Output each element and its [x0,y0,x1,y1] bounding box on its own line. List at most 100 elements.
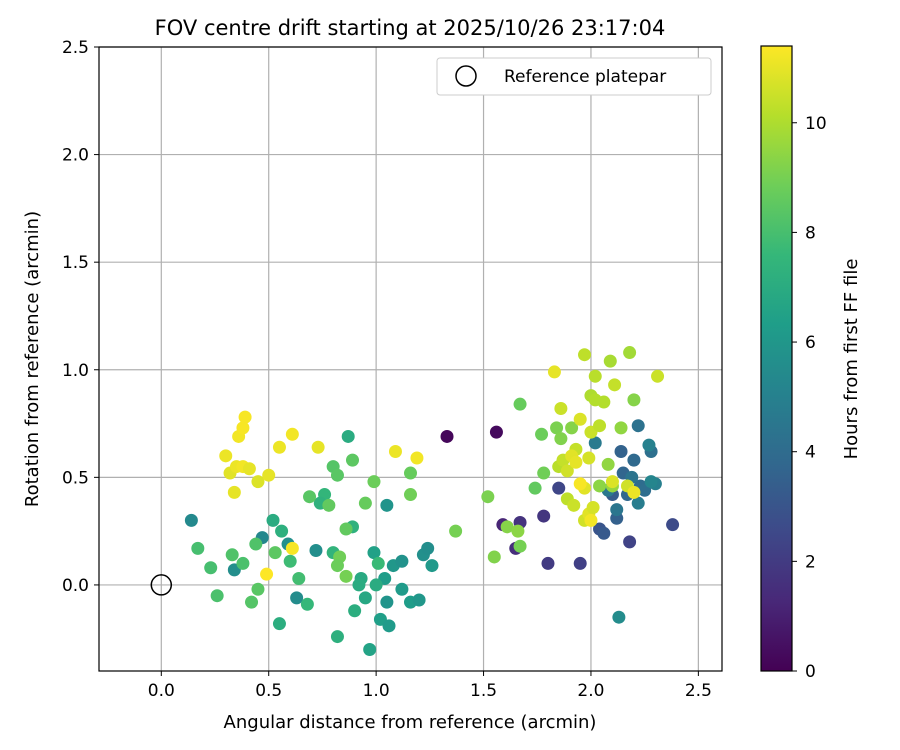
data-point [251,475,265,489]
data-point [528,481,542,495]
data-point [268,546,282,560]
legend: Reference platepar [436,57,712,96]
legend-label: Reference platepar [504,67,666,87]
data-point [578,348,592,362]
colorbar-tick-label: 6 [805,333,816,353]
data-point [513,397,527,411]
data-point [341,429,355,443]
x-axis: 0.0 0.5 1.0 1.5 2.0 2.5 [148,671,712,701]
x-tick-label: 1.0 [363,681,390,701]
data-point [449,524,463,538]
data-point [425,559,439,573]
data-point [352,578,366,592]
data-point [367,475,381,489]
data-point [322,498,336,512]
data-point [567,498,581,512]
data-point [605,475,619,489]
data-point [238,410,252,424]
legend-box [436,57,712,96]
data-point [204,561,218,575]
data-point [554,432,568,446]
data-point [300,597,314,611]
data-point [440,429,454,443]
scatter-points [184,346,680,656]
data-point [262,468,276,482]
data-point [367,546,381,560]
y-tick-label: 0.0 [62,576,89,596]
data-point [631,419,645,433]
data-point [537,509,551,523]
x-tick-label: 2.0 [577,681,604,701]
data-point [380,498,394,512]
data-point [500,520,514,534]
colorbar: 0 2 4 6 8 10 Hours from first FF file [760,45,862,682]
data-point [345,453,359,467]
data-point [348,604,362,618]
data-point [623,535,637,549]
data-point [597,526,611,540]
data-point [227,485,241,499]
data-point [537,466,551,480]
data-point [627,393,641,407]
x-tick-label: 0.0 [148,681,175,701]
data-point [236,556,250,570]
data-point [666,518,680,532]
data-point [487,550,501,564]
data-point [642,438,656,452]
x-tick-label: 0.5 [255,681,282,701]
data-point [573,477,587,491]
data-point [421,541,435,555]
data-point [283,554,297,568]
data-point [612,610,626,624]
data-point [565,421,579,435]
data-point [511,524,525,538]
data-point [380,595,394,609]
data-point [610,503,624,517]
data-point [219,449,233,463]
data-point [290,591,304,605]
colorbar-tick-label: 10 [805,114,827,134]
y-tick-label: 1.5 [62,253,89,273]
colorbar-tick-label: 4 [805,443,816,463]
data-point [339,522,353,536]
data-point [603,354,617,368]
data-point [249,537,263,551]
colorbar-tick-label: 8 [805,223,816,243]
data-point [191,541,205,555]
data-point [330,468,344,482]
data-point [608,378,622,392]
data-point [382,619,396,633]
data-point [623,346,637,360]
reference-group [150,574,173,596]
data-point [184,513,198,527]
data-point [593,419,607,433]
data-point [552,481,566,495]
legend-marker [455,65,477,87]
data-point [236,421,250,435]
data-point [644,475,658,489]
data-point [582,451,596,465]
data-point [569,455,583,469]
data-point [369,578,383,592]
data-point [547,365,561,379]
x-tick-label: 2.5 [685,681,712,701]
data-point [272,617,286,631]
data-point [395,582,409,596]
x-tick-label: 1.5 [470,681,497,701]
data-point [260,567,274,581]
data-point [363,642,377,656]
data-point [358,591,372,605]
colorbar-tick-label: 2 [805,552,816,572]
data-point [404,488,417,502]
data-point [358,496,372,510]
data-point [285,541,299,555]
data-point [627,453,641,467]
data-point [593,479,607,493]
data-point [541,556,555,570]
data-point [410,451,424,465]
data-point [303,490,317,504]
colorbar-tick-label: 0 [805,662,816,682]
data-point [651,369,665,383]
colorbar-gradient [760,45,793,672]
data-point [614,421,628,435]
